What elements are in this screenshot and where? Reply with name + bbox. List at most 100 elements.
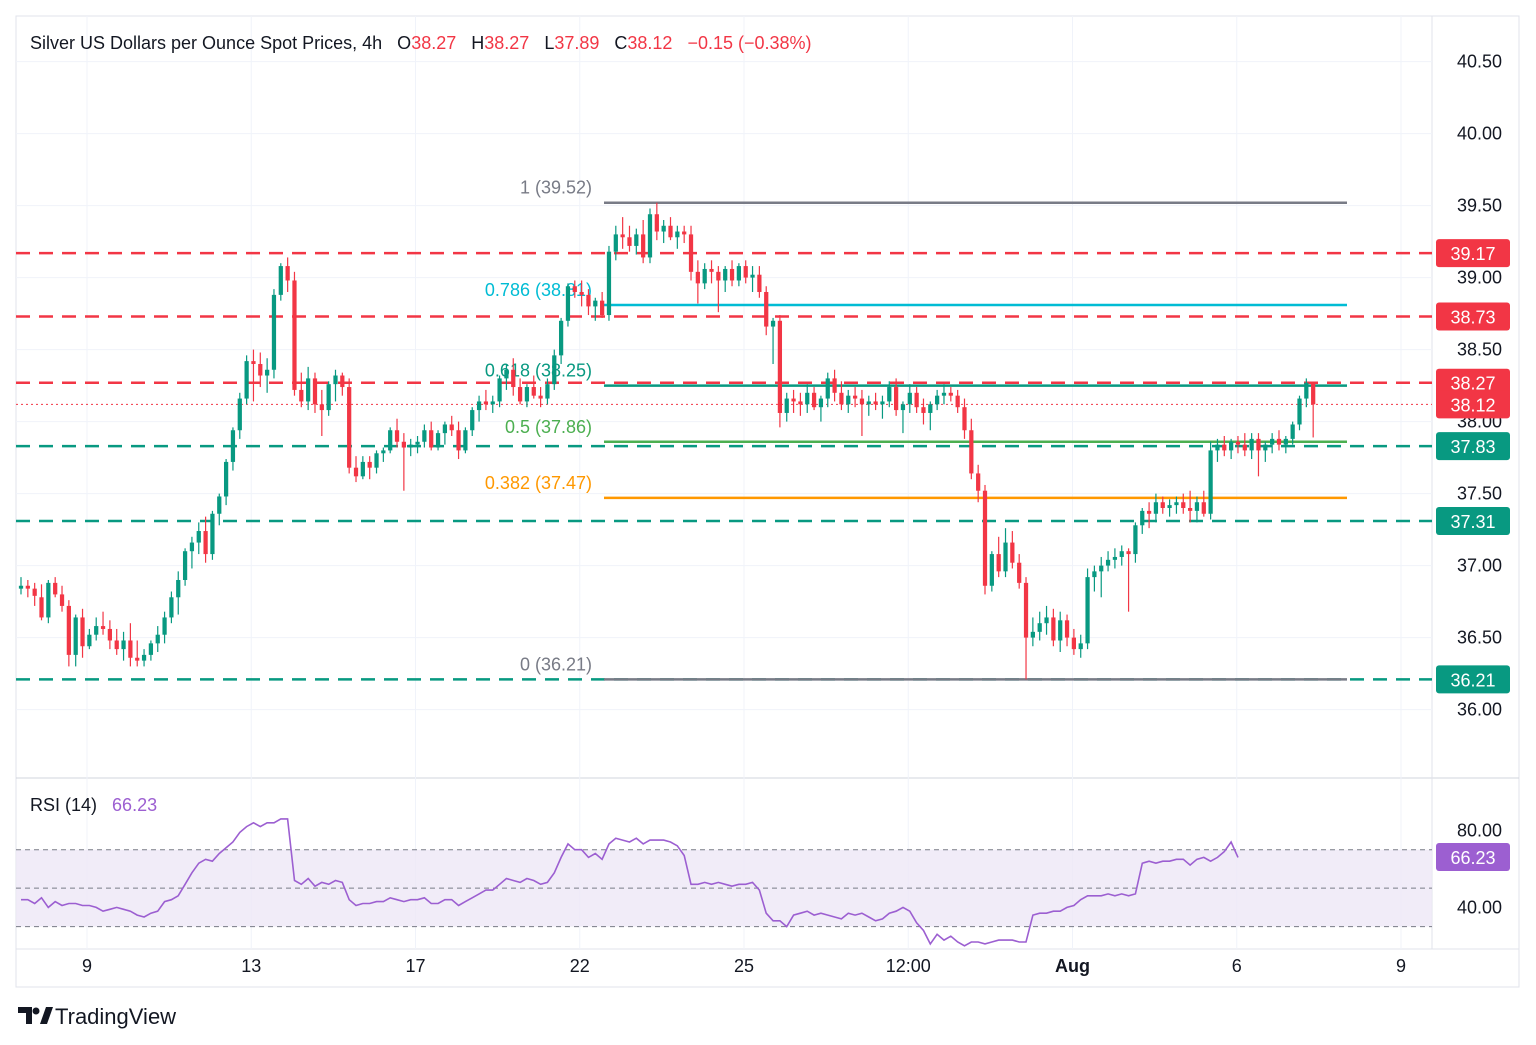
candle[interactable] [682,225,687,244]
candle[interactable] [490,395,495,413]
candle[interactable] [504,364,509,390]
candle[interactable] [531,375,536,399]
candle[interactable] [353,456,359,483]
candle[interactable] [524,384,530,408]
candle[interactable] [743,260,748,284]
candle[interactable] [1297,395,1302,431]
candle[interactable] [1283,436,1288,454]
candle[interactable] [326,381,331,416]
candle[interactable] [1229,438,1234,460]
candle[interactable] [1249,433,1254,460]
candle[interactable] [976,464,981,503]
candle[interactable] [1112,548,1118,569]
candle[interactable] [46,580,51,624]
candle[interactable] [285,257,290,292]
candle[interactable] [579,280,584,307]
candle[interactable] [750,266,755,292]
candle[interactable] [299,372,304,408]
candle[interactable] [907,384,912,413]
candle[interactable] [470,407,475,436]
horizontal-levels[interactable] [16,251,1432,681]
candle[interactable] [121,631,126,661]
candle[interactable] [25,580,30,598]
candle[interactable] [1235,436,1241,454]
candle[interactable] [593,297,598,321]
candle[interactable] [702,263,707,290]
candle[interactable] [1010,531,1015,569]
candle[interactable] [258,352,263,388]
candle[interactable] [764,286,769,336]
candle[interactable] [928,401,933,431]
candle[interactable] [955,389,960,413]
rsi-axis[interactable]: 80.00 40.00 [1457,820,1502,917]
candle[interactable] [265,358,270,393]
candle[interactable] [449,415,454,436]
candle[interactable] [176,571,181,615]
candle[interactable] [1290,421,1295,445]
candle[interactable] [497,375,502,408]
candle[interactable] [846,389,851,413]
candle[interactable] [948,387,953,402]
candle[interactable] [319,389,324,436]
candle[interactable] [148,640,154,661]
candle[interactable] [388,427,393,454]
candle[interactable] [367,456,372,480]
candle[interactable] [39,584,44,621]
candle[interactable] [483,389,489,411]
candle[interactable] [1208,441,1213,520]
candle[interactable] [873,392,878,411]
candle[interactable] [66,600,71,667]
candle[interactable] [340,372,345,396]
candle[interactable] [107,620,112,650]
candle[interactable] [675,225,680,249]
fibonacci-retracement[interactable]: 1 (39.52) 0.786 (38.81) 0.618 (38.25) 0.5 (… [485,178,1347,681]
candle[interactable] [53,577,58,598]
candle[interactable] [435,430,441,451]
candle[interactable] [1030,617,1035,647]
candle[interactable] [1146,502,1152,529]
candle[interactable] [1078,634,1083,658]
candle[interactable] [128,623,133,667]
candle[interactable] [442,421,448,445]
candle[interactable] [852,387,858,408]
candle[interactable] [1215,438,1220,462]
candle[interactable] [230,427,236,471]
tradingview-logo[interactable]: TradingView [18,1004,176,1029]
candle[interactable] [634,228,639,255]
candle[interactable] [1071,628,1077,655]
candle[interactable] [716,266,721,313]
candle[interactable] [1119,545,1124,566]
candle[interactable] [429,421,434,451]
candle[interactable] [709,260,714,284]
candle[interactable] [818,395,824,422]
candle[interactable] [517,378,523,405]
rsi-line[interactable] [21,818,1239,947]
candle[interactable] [347,378,352,474]
candle[interactable] [237,392,242,439]
candle[interactable] [210,510,215,560]
candle[interactable] [736,263,741,287]
candle[interactable] [278,263,283,301]
candle[interactable] [456,421,461,460]
candle[interactable] [1187,490,1193,523]
candle[interactable] [784,392,789,422]
candle[interactable] [1242,433,1247,457]
candle[interactable] [1270,433,1275,454]
candle[interactable] [203,516,208,563]
candle[interactable] [1304,378,1309,408]
candle[interactable] [969,418,974,480]
candle[interactable] [935,389,940,411]
candle[interactable] [333,369,338,402]
candle[interactable] [1263,441,1268,462]
candle[interactable] [641,220,646,264]
candle[interactable] [1311,382,1316,438]
candle[interactable] [1140,508,1145,534]
candle[interactable] [162,611,167,644]
candle[interactable] [552,349,557,390]
candle[interactable] [1037,611,1042,641]
candle[interactable] [271,289,277,379]
candle[interactable] [32,582,37,606]
candle[interactable] [825,372,830,408]
candle[interactable] [394,418,400,448]
